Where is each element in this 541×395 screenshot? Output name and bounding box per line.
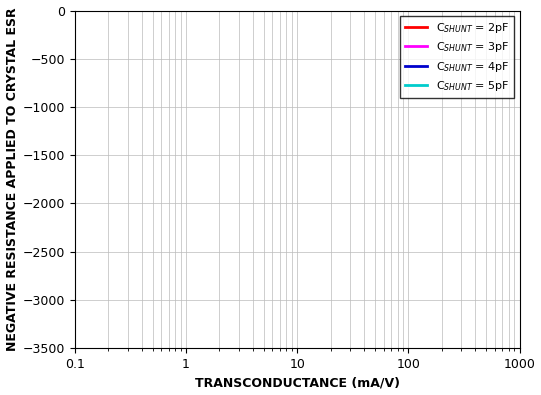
C$_{SHUNT}$ = 5pF [516,8,523,13]
C$_{SHUNT}$ = 2pF [186,8,193,13]
C$_{SHUNT}$ = 2pF [516,8,523,13]
C$_{SHUNT}$ = 2pF [273,8,279,13]
C$_{SHUNT}$ = 2pF [407,8,414,13]
C$_{SHUNT}$ = 2pF [71,8,78,13]
C$_{SHUNT}$ = 4pF [334,8,340,13]
C$_{SHUNT}$ = 3pF [150,8,157,13]
C$_{SHUNT}$ = 3pF [334,8,340,13]
C$_{SHUNT}$ = 5pF [334,8,340,13]
Y-axis label: NEGATIVE RESISTANCE APPLIED TO CRYSTAL ESR: NEGATIVE RESISTANCE APPLIED TO CRYSTAL E… [5,8,18,351]
C$_{SHUNT}$ = 3pF [368,8,375,13]
C$_{SHUNT}$ = 3pF [186,8,193,13]
C$_{SHUNT}$ = 4pF [406,8,413,13]
C$_{SHUNT}$ = 4pF [516,8,523,13]
Legend: C$_{SHUNT}$ = 2pF, C$_{SHUNT}$ = 3pF, C$_{SHUNT}$ = 4pF, C$_{SHUNT}$ = 5pF: C$_{SHUNT}$ = 2pF, C$_{SHUNT}$ = 3pF, C$… [400,16,514,98]
C$_{SHUNT}$ = 2pF [150,8,157,13]
C$_{SHUNT}$ = 5pF [406,8,413,13]
C$_{SHUNT}$ = 3pF [423,8,429,13]
C$_{SHUNT}$ = 4pF [368,8,375,13]
C$_{SHUNT}$ = 3pF [273,8,279,13]
C$_{SHUNT}$ = 4pF [433,8,440,13]
C$_{SHUNT}$ = 5pF [440,8,447,13]
C$_{SHUNT}$ = 4pF [273,8,279,13]
C$_{SHUNT}$ = 3pF [71,8,78,13]
C$_{SHUNT}$ = 5pF [368,8,375,13]
C$_{SHUNT}$ = 3pF [406,8,413,13]
C$_{SHUNT}$ = 4pF [150,8,157,13]
C$_{SHUNT}$ = 2pF [406,8,413,13]
C$_{SHUNT}$ = 4pF [186,8,193,13]
X-axis label: TRANSCONDUCTANCE (mA/V): TRANSCONDUCTANCE (mA/V) [195,376,400,389]
C$_{SHUNT}$ = 2pF [334,8,340,13]
C$_{SHUNT}$ = 5pF [186,8,193,13]
C$_{SHUNT}$ = 4pF [71,8,78,13]
C$_{SHUNT}$ = 5pF [71,8,78,13]
C$_{SHUNT}$ = 5pF [150,8,157,13]
C$_{SHUNT}$ = 2pF [368,8,375,13]
C$_{SHUNT}$ = 3pF [516,8,523,13]
C$_{SHUNT}$ = 5pF [273,8,279,13]
